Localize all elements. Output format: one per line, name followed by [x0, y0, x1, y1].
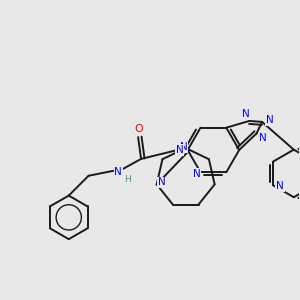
Text: N: N	[176, 145, 184, 155]
Text: N: N	[158, 177, 166, 188]
Text: N: N	[259, 134, 266, 143]
Text: N: N	[180, 142, 188, 152]
Text: N: N	[242, 109, 250, 119]
Text: N: N	[193, 169, 200, 179]
Text: N: N	[266, 115, 274, 125]
Text: H: H	[124, 175, 130, 184]
Text: O: O	[135, 124, 143, 134]
Text: N: N	[276, 181, 284, 191]
Text: N: N	[114, 167, 122, 177]
